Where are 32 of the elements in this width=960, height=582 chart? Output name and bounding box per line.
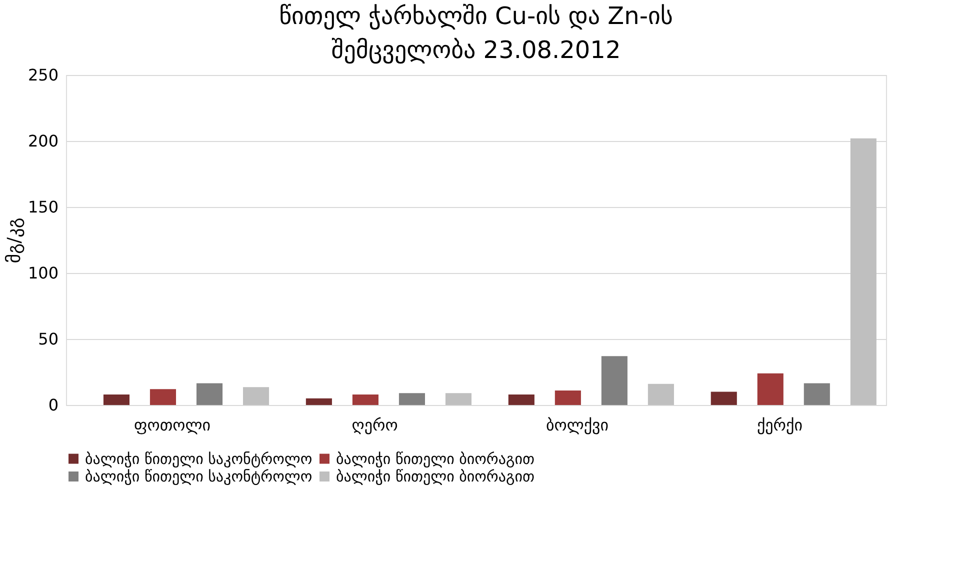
bar [648,384,674,405]
x-tick-label: ღერო [352,416,398,434]
legend-label: ბალიჭი წითელი ბიორაგით [336,468,534,486]
y-tick-label: 0 [48,396,58,414]
y-tick-label: 250 [28,66,58,84]
legend-label: ბალიჭი წითელი საკონტროლო [85,450,312,468]
y-tick-label: 200 [28,132,58,150]
bar [103,394,130,405]
y-tick-label: 50 [38,330,58,348]
bar [601,356,628,405]
y-tick-label: 150 [28,198,58,216]
bar [508,394,534,405]
bar [242,387,270,405]
bar [850,138,876,405]
y-axis-title: მგ/კგ [4,218,25,264]
bar [306,398,332,405]
legend-label: ბალიჭი წითელი ბიორაგით [336,450,534,468]
legend-label: ბალიჭი წითელი საკონტროლო [85,468,312,486]
bar [150,389,176,405]
bar [554,390,581,405]
bar [757,373,784,405]
chart-title: წითელ ჭარხალში Cu-ის და Zn-ის შემცველობა 23.08.2012 [279,2,673,64]
x-tick-label: ქერქი [756,416,802,434]
bar [398,393,425,405]
bar [196,383,223,405]
bar [804,383,830,405]
bar [445,393,472,405]
y-tick-label: 100 [28,264,58,282]
bar [352,394,378,405]
bar [710,392,737,405]
x-tick-label: ბოლქვი [546,416,609,434]
x-tick-label: ფოთოლი [134,416,211,434]
